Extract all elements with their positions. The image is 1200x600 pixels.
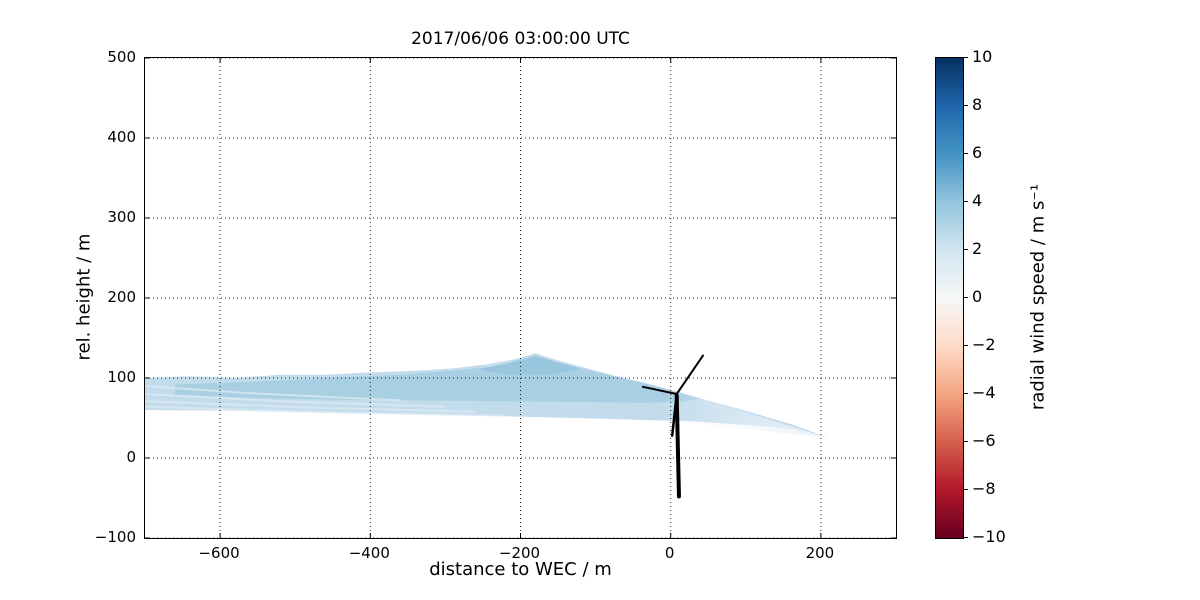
turbine-blade-left [641, 385, 678, 395]
colorbar-tick-label: −6 [972, 431, 996, 450]
colorbar-tick-label: 2 [972, 239, 983, 258]
colorbar-tick-label: 10 [972, 47, 993, 66]
x-axis-label: distance to WEC / m [429, 559, 612, 580]
colorbar-tick [964, 105, 968, 106]
colorbar-tick-label: 8 [972, 95, 983, 114]
colorbar-tick [964, 441, 968, 442]
turbine-blade-up [675, 354, 704, 395]
turbine-tower [674, 393, 681, 499]
colorbar-tick [964, 489, 968, 490]
scan-fan-fade [663, 386, 829, 438]
scan-streak [145, 393, 446, 408]
plot-area [144, 57, 897, 539]
colorbar-tick [964, 345, 968, 346]
colorbar-tick-label: 4 [972, 191, 983, 210]
turbine-blade-down [670, 392, 678, 437]
y-tick-label: 400 [107, 128, 136, 146]
colorbar-label: radial wind speed / m s⁻¹ [1027, 183, 1049, 411]
y-axis-label: rel. height / m [73, 233, 95, 361]
y-tick-label: 500 [107, 48, 136, 66]
colorbar-tick-label: 6 [972, 143, 983, 162]
plot-canvas [145, 58, 896, 538]
scan-fan-peak [479, 355, 580, 375]
colorbar-tick [964, 201, 968, 202]
y-tick-label: 300 [107, 208, 136, 226]
scan-streak [145, 400, 476, 413]
y-tick-label: 0 [126, 448, 136, 466]
colorbar-tick [964, 153, 968, 154]
y-tick-label: 100 [107, 368, 136, 386]
colorbar-tick [964, 57, 968, 58]
scan-streak [145, 405, 506, 417]
scan-streak [145, 385, 401, 402]
chart-title: 2017/06/06 03:00:00 UTC [411, 29, 630, 49]
colorbar [935, 57, 964, 539]
colorbar-tick [964, 297, 968, 298]
colorbar-tick-label: −2 [972, 335, 996, 354]
colorbar-tick [964, 249, 968, 250]
colorbar-tick [964, 393, 968, 394]
colorbar-tick [964, 537, 968, 538]
colorbar-tick-label: −8 [972, 479, 996, 498]
colorbar-tick-label: −4 [972, 383, 996, 402]
y-tick-label: −100 [94, 528, 136, 546]
colorbar-tick-label: −10 [972, 527, 1006, 546]
colorbar-tick-label: 0 [972, 287, 983, 306]
